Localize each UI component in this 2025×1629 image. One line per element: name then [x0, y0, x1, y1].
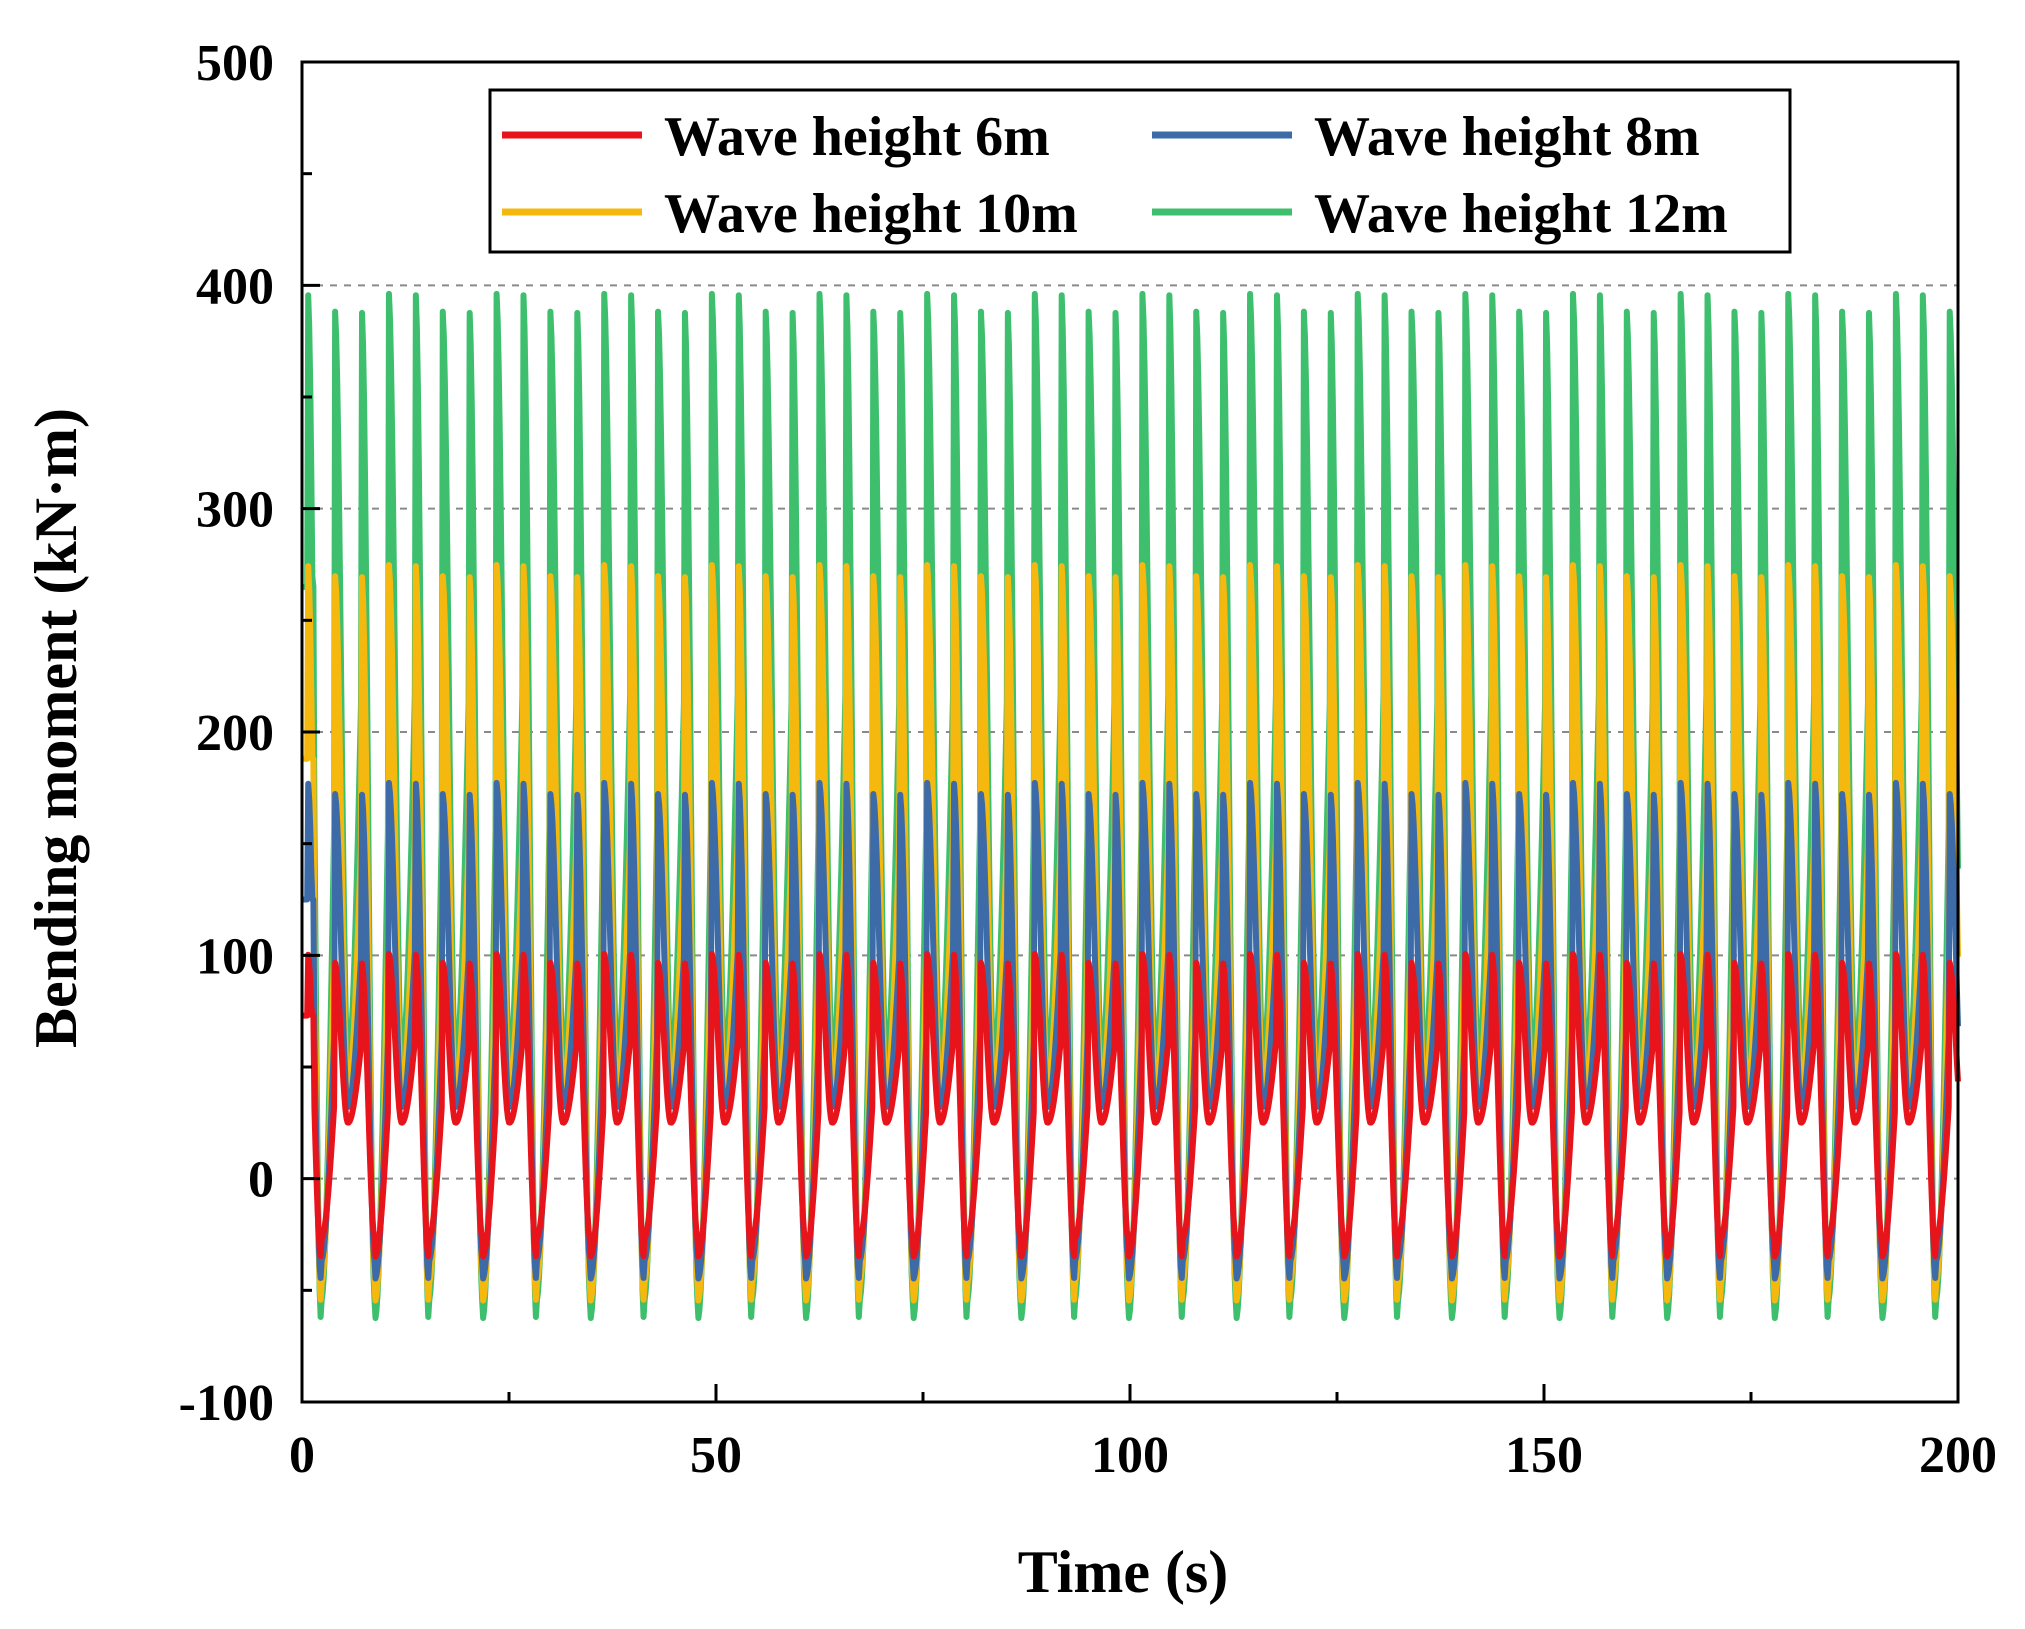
y-tick-label: 0	[248, 1152, 274, 1209]
series-line-1	[300, 950, 1961, 1260]
grid-layer	[302, 284, 1958, 1180]
y-tick-label: 500	[196, 35, 274, 92]
x-tick-label: 100	[1091, 1427, 1169, 1484]
series-line-2	[300, 779, 1961, 1282]
x-tick-label: 0	[289, 1427, 315, 1484]
legend-label-1: Wave height 6m	[664, 106, 1050, 168]
series-line-3	[300, 562, 1961, 1304]
x-tick-label: 50	[690, 1427, 742, 1484]
series-line-4	[300, 290, 1961, 1322]
series-layer	[300, 290, 1961, 1322]
x-axis-title: Time (s)	[1018, 1539, 1229, 1605]
y-tick-label: 100	[196, 928, 274, 985]
y-tick-label: 400	[196, 258, 274, 315]
legend-label-4: Wave height 12m	[1314, 183, 1728, 245]
legend: Wave height 6m Wave height 8m Wave height …	[488, 88, 1792, 254]
y-tick-label: 300	[196, 482, 274, 539]
y-tick-label: 200	[196, 705, 274, 762]
x-tick-label: 200	[1919, 1427, 1997, 1484]
legend-box	[488, 88, 1792, 254]
legend-label-3: Wave height 10m	[664, 183, 1078, 245]
x-tick-label: 150	[1505, 1427, 1583, 1484]
legend-label-2: Wave height 8m	[1314, 106, 1700, 168]
y-axis-title: Bending moment (kN·m)	[23, 408, 89, 1048]
y-tick-label: -100	[179, 1375, 274, 1432]
axes-layer	[300, 60, 1960, 1404]
tick-labels: 0 50 100 150 200 -100 0 100 200 300 400 500	[179, 35, 1997, 1484]
